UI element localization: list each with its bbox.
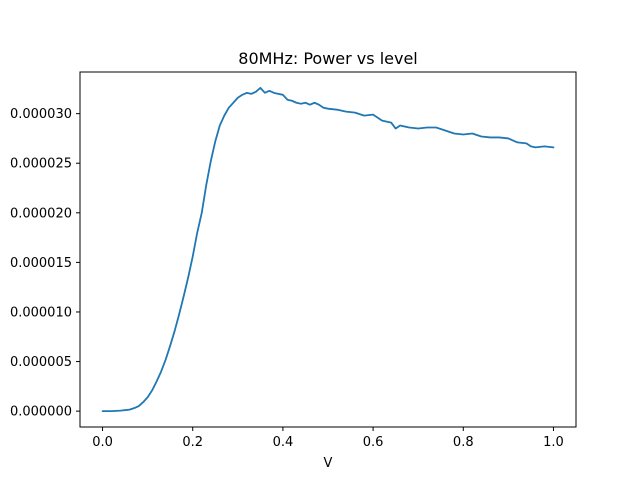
y-tick-label: 0.000030 [10,107,72,122]
y-axis: 0.000000 0.000005 0.000010 0.000015 0.000020… [10,107,80,420]
series-line [101,86,555,413]
y-tick-label: 0.000010 [10,305,72,320]
chart-title: 80MHz: Power vs level [238,49,417,68]
x-tick-label: 0.4 [273,435,294,450]
x-tick-label: 0.0 [92,435,113,450]
x-tick-label: 1.0 [543,435,564,450]
y-tick-label: 0.000005 [10,355,72,370]
y-tick-label: 0.000015 [10,256,72,271]
y-tick-label: 0.000000 [10,405,72,420]
x-axis: 0.0 0.2 0.4 0.6 0.8 1.0 [92,427,564,450]
x-tick-label: 0.2 [182,435,203,450]
x-tick-label: 0.6 [363,435,384,450]
y-tick-label: 0.000025 [10,157,72,172]
x-tick-label: 0.8 [453,435,474,450]
y-tick-label: 0.000020 [10,206,72,221]
x-axis-label: V [324,456,333,471]
plot-area [79,71,577,428]
